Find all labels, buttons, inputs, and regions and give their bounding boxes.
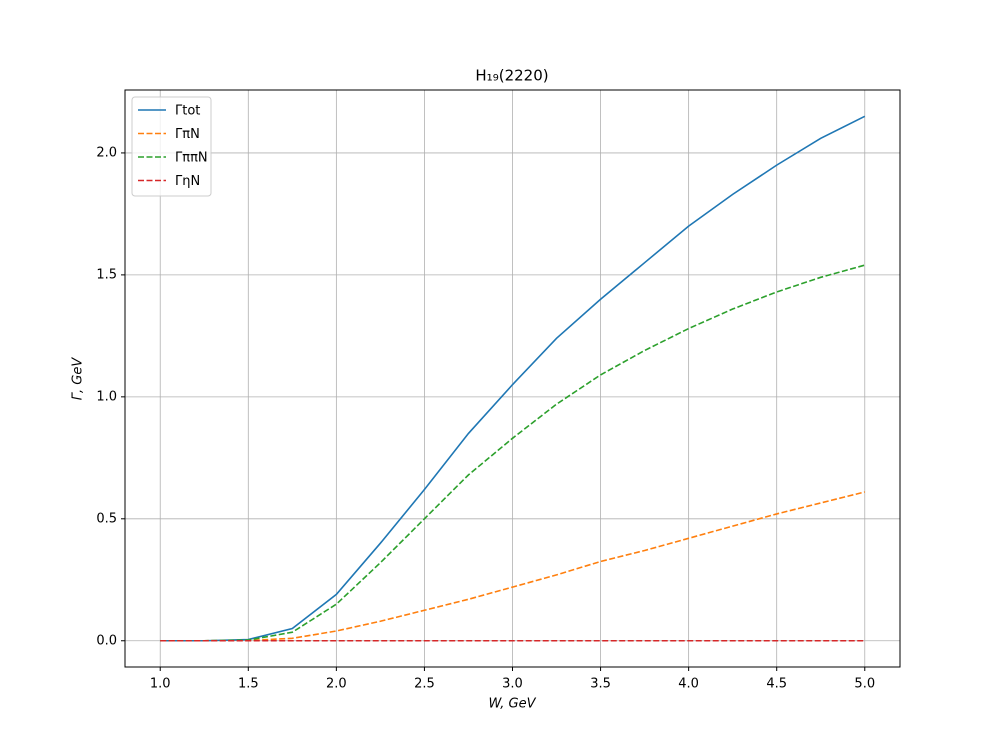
- plot-frame: [124, 89, 901, 668]
- y-tick-label: 2.0: [96, 145, 117, 160]
- series-line: [160, 491, 865, 642]
- x-tick-label: 1.0: [150, 677, 171, 692]
- y-axis-label: Γ, GeV: [71, 357, 86, 401]
- y-tick-label: 0.5: [96, 511, 117, 526]
- series-line: [160, 115, 866, 642]
- y-tick-label: 1.5: [96, 267, 117, 282]
- x-tick-label: 2.5: [414, 677, 435, 692]
- x-tick-label: 3.0: [502, 677, 523, 692]
- chart-title: H₁₉(2220): [475, 67, 548, 85]
- x-tick-label: 4.0: [678, 677, 699, 692]
- series-line: [160, 264, 865, 642]
- legend-label: ΓππN: [175, 151, 208, 166]
- legend-label: ΓηN: [175, 174, 200, 189]
- x-tick-label: 3.5: [590, 677, 611, 692]
- y-tick-label: 0.0: [96, 633, 117, 648]
- x-tick-label: 1.5: [238, 677, 259, 692]
- legend-label: Γtot: [175, 104, 200, 119]
- legend-label: ΓπN: [175, 127, 200, 142]
- legend-box: [131, 96, 212, 197]
- x-tick-label: 5.0: [854, 677, 875, 692]
- x-axis-label: W, GeV: [488, 697, 536, 712]
- y-tick-label: 1.0: [96, 389, 117, 404]
- x-tick-label: 2.0: [326, 677, 347, 692]
- x-tick-label: 4.5: [766, 677, 787, 692]
